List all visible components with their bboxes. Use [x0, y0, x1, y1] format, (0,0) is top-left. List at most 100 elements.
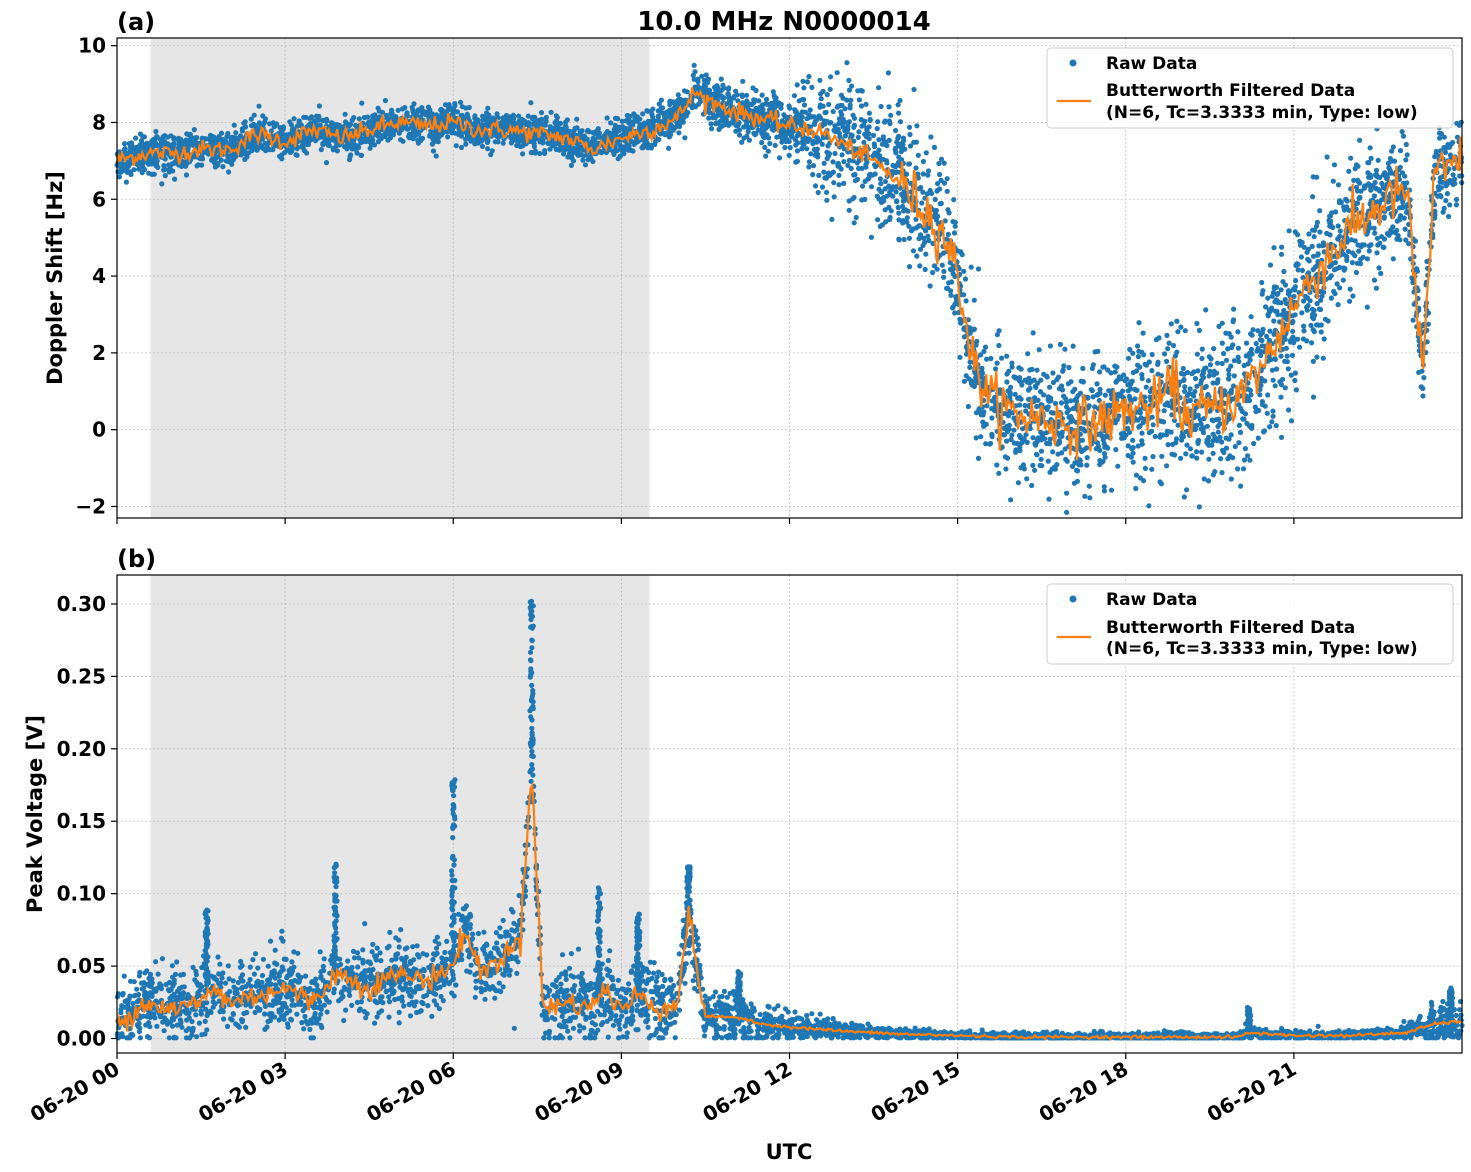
raw-point: [999, 355, 1005, 361]
raw-point: [1318, 322, 1324, 328]
raw-point: [1282, 297, 1288, 303]
raw-point: [975, 266, 982, 272]
raw-point: [1305, 256, 1311, 262]
raw-point: [1152, 433, 1158, 440]
raw-point: [846, 77, 852, 83]
raw-point: [1097, 458, 1103, 464]
raw-point: [1004, 379, 1010, 385]
raw-point: [844, 129, 850, 135]
raw-point: [1348, 237, 1355, 243]
raw-point: [844, 60, 850, 66]
raw-point: [957, 354, 963, 360]
raw-point: [1093, 446, 1099, 452]
raw-point: [1358, 244, 1364, 250]
raw-point: [1036, 347, 1042, 353]
raw-point: [1376, 265, 1382, 271]
raw-point: [969, 382, 976, 388]
raw-point: [1057, 341, 1063, 347]
raw-point: [1219, 320, 1225, 326]
raw-point: [764, 96, 770, 102]
raw-point: [1406, 241, 1412, 247]
raw-point: [525, 113, 531, 119]
raw-point: [1403, 141, 1409, 148]
raw-point: [930, 269, 936, 276]
raw-point: [736, 127, 743, 133]
raw-point: [1029, 482, 1035, 489]
raw-point: [1259, 337, 1265, 344]
raw-point: [883, 219, 889, 225]
raw-point: [1133, 472, 1140, 478]
raw-point: [1097, 369, 1103, 375]
raw-point: [640, 111, 646, 117]
raw-point: [561, 151, 567, 157]
raw-point: [840, 95, 846, 101]
raw-point: [1135, 343, 1141, 349]
raw-point: [1292, 370, 1298, 376]
raw-point: [232, 141, 238, 147]
raw-point: [1386, 166, 1392, 172]
raw-point: [601, 133, 608, 139]
raw-point: [458, 144, 465, 151]
raw-point: [1401, 215, 1407, 221]
raw-point: [1146, 503, 1152, 509]
raw-point: [1304, 249, 1310, 255]
raw-point: [1365, 170, 1371, 176]
raw-point: [1130, 459, 1136, 465]
raw-point: [1050, 379, 1056, 386]
raw-point: [1149, 368, 1155, 374]
raw-point: [1116, 391, 1122, 397]
raw-point: [1140, 478, 1147, 484]
raw-point: [1089, 365, 1095, 371]
raw-point: [1243, 340, 1250, 346]
raw-point: [1402, 173, 1408, 179]
raw-point: [994, 360, 1000, 366]
raw-point: [806, 73, 812, 80]
raw-point: [151, 171, 157, 177]
raw-point: [1041, 371, 1047, 377]
raw-point: [965, 403, 972, 410]
raw-point: [1009, 432, 1015, 438]
raw-point: [239, 128, 245, 134]
raw-point: [1018, 465, 1024, 471]
raw-point: [1267, 328, 1273, 334]
raw-point: [152, 136, 158, 142]
raw-point: [1165, 442, 1171, 448]
raw-point: [868, 234, 875, 240]
raw-point: [951, 230, 958, 236]
raw-point: [658, 105, 664, 112]
raw-point: [1351, 177, 1357, 183]
raw-point: [989, 415, 995, 421]
raw-point: [1375, 157, 1381, 163]
raw-point: [1180, 365, 1186, 372]
raw-point: [318, 147, 324, 153]
raw-point: [608, 120, 614, 126]
raw-point: [121, 141, 128, 147]
raw-point: [846, 207, 852, 213]
raw-point: [641, 142, 647, 149]
raw-point: [953, 294, 959, 300]
raw-point: [839, 152, 845, 158]
raw-point: [1077, 446, 1083, 452]
raw-point: [1378, 270, 1384, 276]
raw-point: [1311, 234, 1317, 240]
raw-point: [1218, 456, 1224, 462]
raw-point: [139, 164, 145, 170]
raw-point: [508, 140, 514, 146]
raw-point: [1307, 298, 1313, 304]
raw-point: [1397, 148, 1404, 154]
raw-point: [365, 114, 371, 120]
raw-point: [1139, 438, 1145, 444]
raw-point: [1216, 323, 1222, 329]
raw-point: [1142, 465, 1148, 471]
raw-point: [241, 120, 247, 126]
raw-point: [1032, 442, 1039, 448]
raw-point: [856, 165, 862, 171]
raw-point: [228, 137, 234, 143]
raw-point: [162, 173, 168, 179]
raw-point: [1194, 383, 1200, 389]
raw-point: [1247, 457, 1253, 463]
raw-point: [760, 109, 766, 115]
raw-point: [745, 129, 751, 135]
raw-point: [739, 139, 745, 145]
